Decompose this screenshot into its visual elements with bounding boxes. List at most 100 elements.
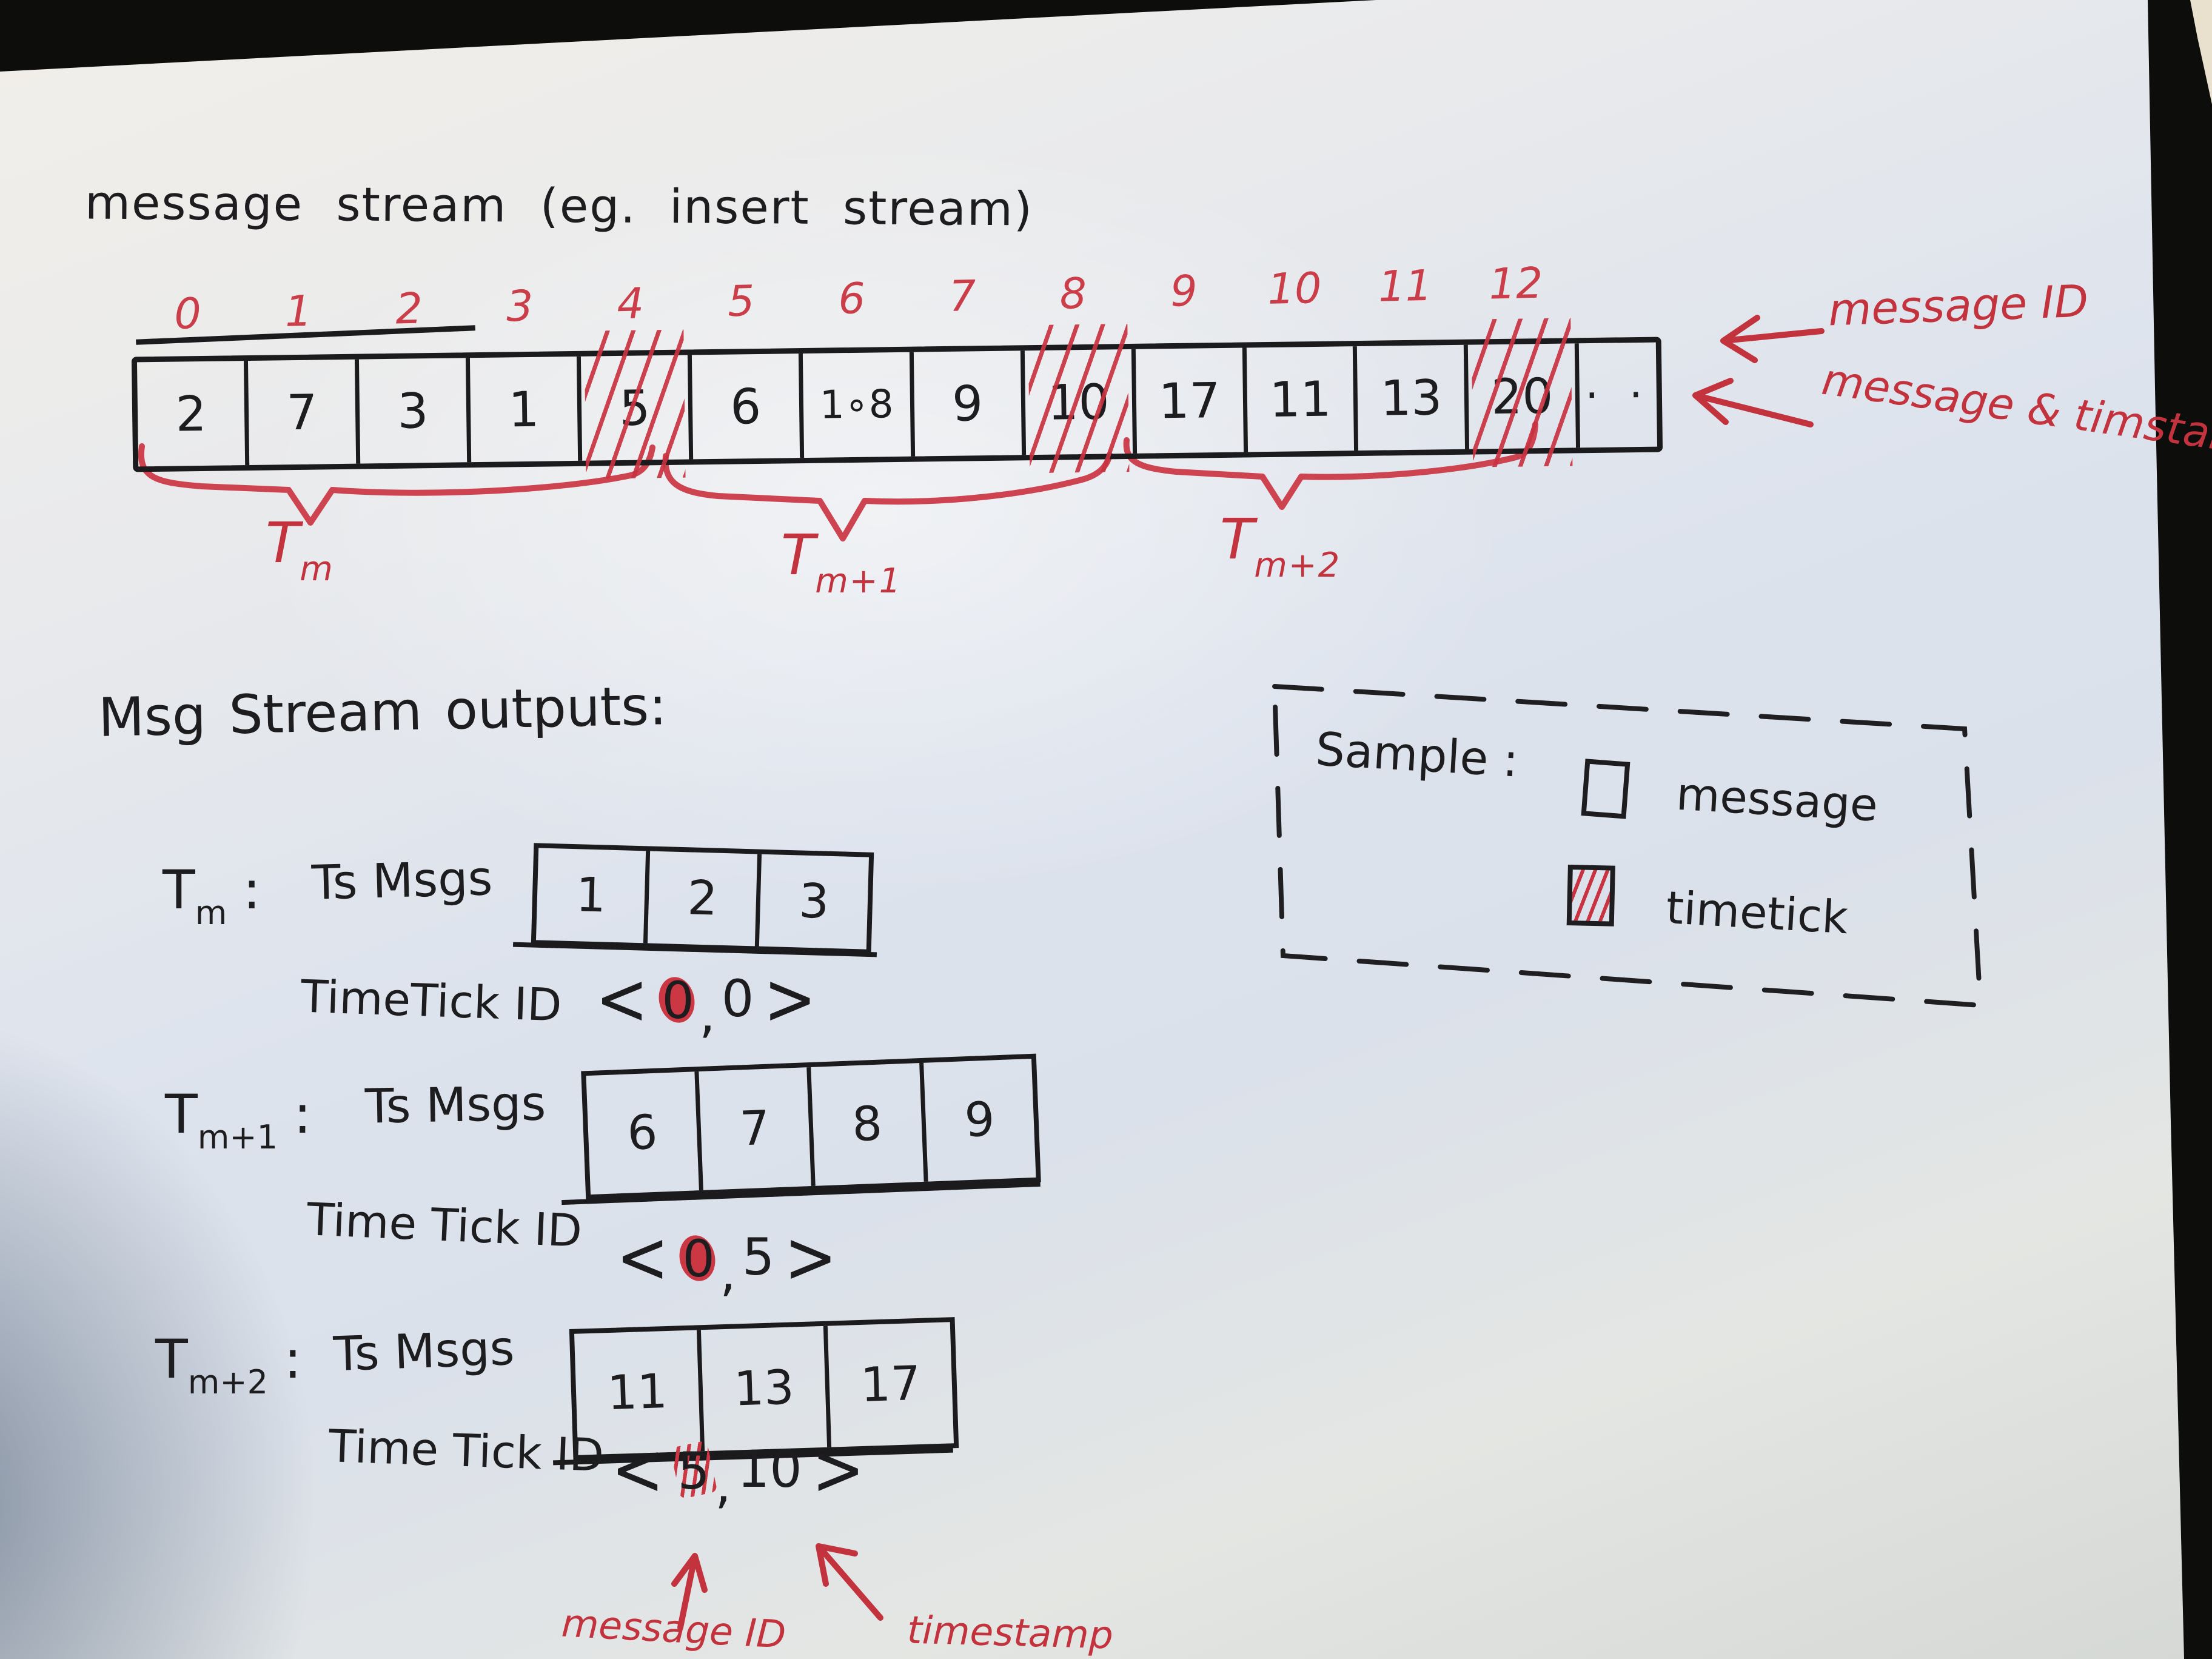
angle-open: < xyxy=(616,1214,669,1300)
msg-cell: 6 xyxy=(586,1071,703,1195)
brace-label-tm2: Tm+2 xyxy=(1220,507,1341,585)
annotation-timestamp: timestamp xyxy=(907,1607,1114,1658)
angle-close: > xyxy=(811,1426,865,1512)
message-id-highlight: 5 xyxy=(669,1440,718,1500)
row-label-tm2: Tm+2: xyxy=(155,1328,302,1401)
index-label: 8 xyxy=(1059,268,1088,319)
stream-cell-timetick: 10 xyxy=(1024,324,1137,474)
comma: , xyxy=(699,985,716,1044)
stream-cell-ellipsis: · · xyxy=(1579,343,1657,448)
cell-value: 7 xyxy=(286,384,318,441)
msg-cell: 8 xyxy=(811,1062,928,1186)
index-spacer xyxy=(1570,256,1651,307)
stream-cell-timetick: 20 xyxy=(1468,318,1581,468)
t-sub: m+2 xyxy=(187,1363,268,1401)
cell-value: 5 xyxy=(618,379,651,437)
row-label-tm1: Tm+1: xyxy=(165,1083,312,1156)
comma: , xyxy=(715,1455,731,1515)
brace-label-tm1: Tm+1 xyxy=(781,523,902,601)
index-label: 10 xyxy=(1267,263,1322,314)
tuple-first: 0 xyxy=(662,971,694,1030)
arrow-label-message-id: message ID xyxy=(1827,275,2090,337)
ts-msgs-label: Ts Msgs xyxy=(364,1076,547,1134)
tuple-second: 10 xyxy=(737,1439,802,1499)
msg-cell: 1 xyxy=(535,848,651,943)
stream-cell: 9 xyxy=(913,350,1026,457)
index-label: 0 xyxy=(173,288,202,339)
t-sub: m xyxy=(300,549,334,589)
t-sub: m+2 xyxy=(1254,546,1341,585)
cell-value: 10 xyxy=(1047,373,1110,431)
cell-value: 13 xyxy=(1379,369,1443,427)
cell-value: 17 xyxy=(1158,372,1221,429)
colon: : xyxy=(283,1328,302,1390)
t-main: T xyxy=(1220,507,1255,572)
index-label: 2 xyxy=(395,283,423,334)
t-main: T xyxy=(163,859,195,921)
stream-cell: 17 xyxy=(1135,347,1248,454)
angle-close: > xyxy=(784,1214,837,1300)
stream-cell: 7 xyxy=(247,359,361,465)
message-stream-strip: 2 7 3 1 5 6 1∘8 9 10 17 11 13 20 · · xyxy=(131,318,1663,479)
up-arrow-icon xyxy=(671,1553,708,1631)
index-label: 12 xyxy=(1488,258,1544,309)
row-label-tm: Tm: xyxy=(163,859,261,932)
t-main: T xyxy=(781,523,816,588)
timetick-tuple-tm: < 0 , 0 > xyxy=(595,956,816,1044)
index-label: 9 xyxy=(1170,266,1198,317)
stream-cell: 13 xyxy=(1357,344,1470,451)
t-sub: m+1 xyxy=(815,561,902,601)
index-label: 7 xyxy=(948,270,977,321)
tuple-first: 5 xyxy=(677,1441,710,1501)
msg-cell: 9 xyxy=(964,1092,996,1148)
tuple-second: 0 xyxy=(721,969,754,1028)
comma: , xyxy=(720,1243,736,1302)
message-square-icon xyxy=(1581,759,1631,819)
colon: : xyxy=(243,859,261,921)
message-id-highlight: 0 xyxy=(654,971,699,1030)
angle-close: > xyxy=(763,956,817,1042)
cell-value: 2 xyxy=(175,385,207,443)
legend-item-label: timetick xyxy=(1664,882,1850,945)
cell-value: · · xyxy=(1584,369,1652,421)
t-main: T xyxy=(266,511,300,575)
stream-cell: 6 xyxy=(691,354,804,460)
stream-cell: 3 xyxy=(358,358,472,464)
stream-cell: 11 xyxy=(1246,346,1359,452)
timetick-id-label: Time Tick ID xyxy=(327,1420,605,1482)
msg-cell: 3 xyxy=(798,874,830,930)
cell-value: 1 xyxy=(508,381,540,438)
brace-tm1 xyxy=(662,452,1113,541)
timetick-tuple-tm1: < 0 , 5 > xyxy=(616,1215,837,1302)
timetick-id-label: TimeTick ID xyxy=(300,970,563,1032)
cell-value: 6 xyxy=(729,378,762,435)
cell-value: 9 xyxy=(951,375,984,432)
timetick-tuple-tm2: < 5 , 10 > xyxy=(611,1427,865,1515)
tuple-first: 0 xyxy=(682,1229,715,1289)
msg-cell: 2 xyxy=(647,851,762,947)
stream-cell-timetick: 5 xyxy=(580,329,693,479)
tuple-second: 5 xyxy=(742,1227,775,1287)
sample-legend: Sample : message timetick xyxy=(1256,684,1969,1002)
legend-title: Sample : xyxy=(1314,722,1520,788)
stream-cell: 1∘8 xyxy=(802,352,915,458)
stream-cell: 1 xyxy=(469,356,582,463)
cell-value: 20 xyxy=(1490,367,1553,425)
index-label: 6 xyxy=(837,273,866,324)
index-label: 11 xyxy=(1377,260,1433,312)
t-sub: m xyxy=(195,894,227,932)
up-left-arrow-icon xyxy=(816,1543,883,1621)
index-label: 4 xyxy=(616,278,645,329)
t-main: T xyxy=(165,1083,198,1145)
outputs-heading: Msg Stream outputs: xyxy=(98,674,668,749)
left-arrow-icon xyxy=(1720,315,1825,363)
cell-value: 3 xyxy=(397,382,429,440)
index-label: 5 xyxy=(727,276,756,327)
colon: : xyxy=(293,1083,312,1145)
ts-msgs-label: Ts Msgs xyxy=(310,851,494,911)
ts-msgs-label: Ts Msgs xyxy=(332,1321,515,1382)
message-id-highlight: 0 xyxy=(675,1229,720,1287)
